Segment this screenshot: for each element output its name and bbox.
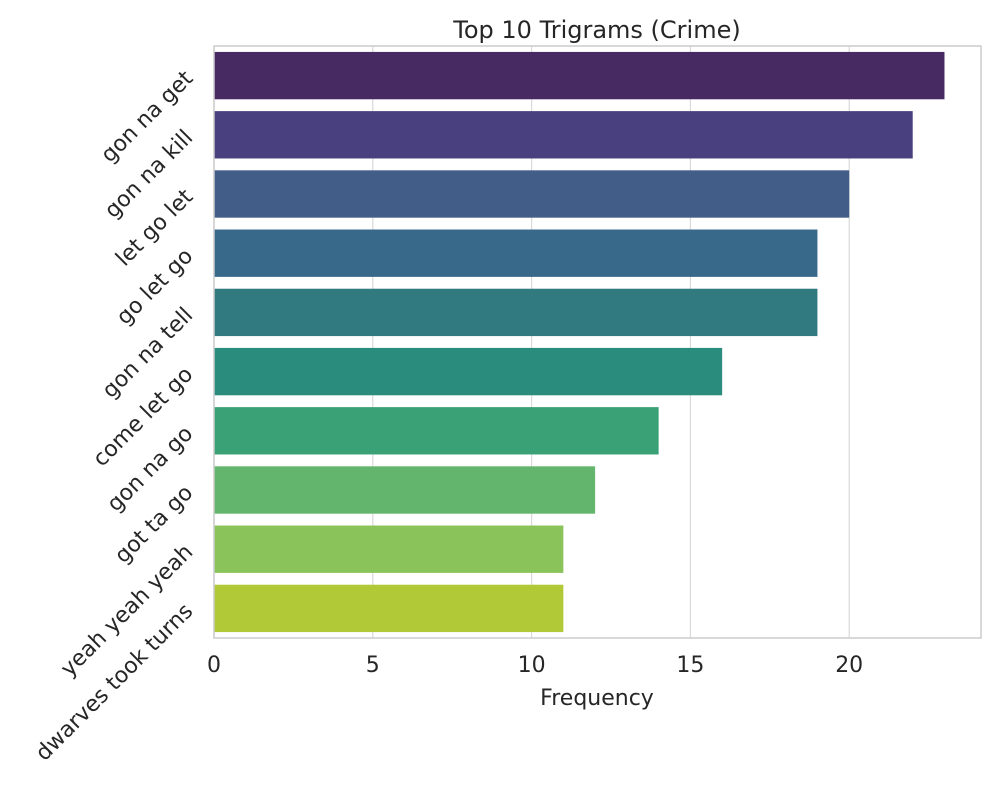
bar	[214, 347, 723, 396]
plot-area-frame	[213, 45, 982, 639]
bar	[214, 584, 564, 633]
bar	[214, 525, 564, 573]
chart-title: Top 10 Trigrams (Crime)	[452, 16, 740, 44]
x-tick-label: 5	[366, 653, 380, 678]
bar	[214, 288, 818, 337]
x-axis-label: Frequency	[540, 686, 654, 711]
x-axis-ticks: 0 5 10 15 20	[207, 653, 863, 678]
x-tick-label: 0	[207, 653, 221, 678]
bar	[214, 170, 850, 218]
bar	[214, 466, 596, 514]
bar	[214, 407, 659, 455]
bar	[214, 111, 913, 159]
bar	[214, 229, 818, 277]
x-tick-label: 15	[676, 653, 704, 678]
bar	[214, 51, 945, 100]
x-tick-label: 20	[835, 653, 863, 678]
bars	[214, 51, 945, 633]
x-tick-label: 10	[518, 653, 546, 678]
